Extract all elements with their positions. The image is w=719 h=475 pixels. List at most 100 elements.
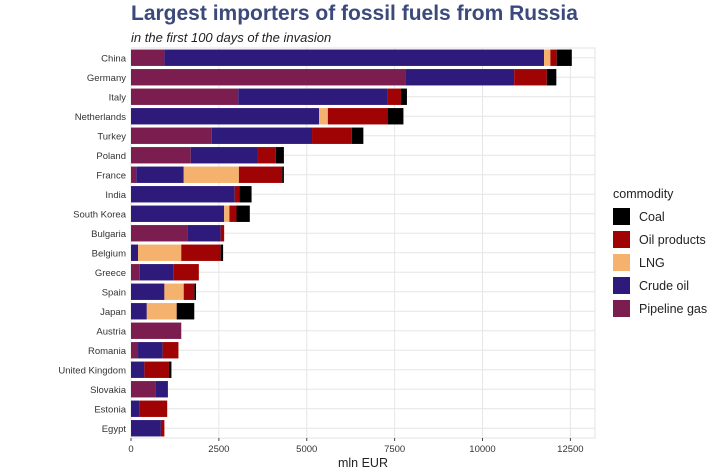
bar-segment-crude-oil <box>131 361 145 378</box>
bar-segment-pipeline-gas <box>131 69 406 86</box>
y-tick-label: Egypt <box>102 424 127 435</box>
bar-segment-oil-products <box>139 400 168 417</box>
bar-segment-crude-oil <box>131 244 139 261</box>
y-tick-label: Bulgaria <box>91 229 127 240</box>
bar-segment-oil-products <box>162 342 179 359</box>
bar-segment-pipeline-gas <box>131 147 191 164</box>
bar-segment-crude-oil <box>131 205 225 222</box>
legend-label: LNG <box>639 255 665 270</box>
legend-swatch <box>613 254 630 271</box>
bar-segment-crude-oil <box>164 49 545 66</box>
bar-segment-crude-oil <box>211 127 313 144</box>
bar-segment-oil-products <box>312 127 352 144</box>
bar-segment-crude-oil <box>138 342 163 359</box>
bar-segment-lng <box>183 166 239 183</box>
bar-segment-lng <box>319 108 328 125</box>
y-tick-label: France <box>96 170 126 181</box>
x-tick-label: 12500 <box>557 444 583 455</box>
bar-segment-pipeline-gas <box>131 127 212 144</box>
legend-item: Oil products <box>613 228 707 251</box>
bar-segment-crude-oil <box>131 186 235 203</box>
legend: commodity Coal Oil products LNG Crude oil Pi… <box>613 187 707 320</box>
bar-segment-coal <box>546 69 557 86</box>
bar-segment-crude-oil <box>136 166 184 183</box>
bar-segment-coal <box>194 283 197 300</box>
y-tick-label: India <box>105 190 126 201</box>
bar-segment-crude-oil <box>139 264 174 281</box>
y-tick-label: Belgium <box>92 248 126 259</box>
legend-label: Coal <box>639 209 665 224</box>
y-tick-label: Italy <box>109 92 127 103</box>
bar-segment-coal <box>239 186 252 203</box>
bar-segment-oil-products <box>183 283 195 300</box>
legend-label: Pipeline gas <box>639 301 708 316</box>
bar-segment-oil-products <box>144 361 169 378</box>
y-tick-label: China <box>101 53 127 64</box>
bar-segment-pipeline-gas <box>131 322 182 339</box>
legend-swatch <box>613 231 630 248</box>
bar-segment-crude-oil <box>190 147 258 164</box>
y-tick-label: Estonia <box>94 404 126 415</box>
y-tick-label: Spain <box>102 287 126 298</box>
legend-swatch <box>613 208 630 225</box>
y-tick-label: Netherlands <box>75 112 126 123</box>
bar-segment-lng <box>544 49 551 66</box>
y-tick-label: Germany <box>87 73 126 84</box>
bar-segment-crude-oil <box>131 420 161 437</box>
bar-segment-crude-oil <box>187 225 221 242</box>
bar-segment-crude-oil <box>155 381 168 398</box>
bar-segment-coal <box>387 108 404 125</box>
bar-segment-crude-oil <box>405 69 515 86</box>
bar-segment-coal <box>220 244 224 261</box>
bar-segment-oil-products <box>173 264 199 281</box>
x-tick-label: 5000 <box>296 444 317 455</box>
bar-segment-coal <box>282 166 284 183</box>
bar-segment-crude-oil <box>131 108 320 125</box>
bar-segment-coal <box>236 205 250 222</box>
legend-label: Oil products <box>639 232 706 247</box>
legend-item: Crude oil <box>613 274 707 297</box>
x-tick-label: 7500 <box>384 444 405 455</box>
legend-item: LNG <box>613 251 707 274</box>
legend-item: Pipeline gas <box>613 297 707 320</box>
y-tick-label: Romania <box>88 346 127 357</box>
bar-segment-pipeline-gas <box>131 342 139 359</box>
y-axis: China Germany Italy Netherlands Turkey Poland… <box>58 53 126 435</box>
bar-segment-lng <box>146 303 177 320</box>
y-tick-label: Japan <box>100 307 126 318</box>
bar-segment-crude-oil <box>131 283 165 300</box>
x-axis: 0 2500 5000 7500 10000 12500 <box>128 438 584 455</box>
legend-label: Crude oil <box>639 278 690 293</box>
bar-segment-coal <box>176 303 195 320</box>
plot-panel <box>130 47 596 439</box>
bar-segment-oil-products <box>181 244 221 261</box>
bar-segment-lng <box>224 205 230 222</box>
bar-segment-coal <box>400 88 407 105</box>
y-tick-label: United Kingdom <box>58 365 126 376</box>
bar-segment-pipeline-gas <box>131 225 188 242</box>
bar-segment-pipeline-gas <box>131 381 156 398</box>
bar-segment-oil-products <box>234 186 240 203</box>
y-tick-label: Poland <box>96 151 126 162</box>
bar-segment-oil-products <box>257 147 276 164</box>
y-tick-label: Turkey <box>97 131 126 142</box>
y-tick-label: South Korea <box>73 209 127 220</box>
bar-segment-oil-products <box>327 108 388 125</box>
bar-segment-crude-oil <box>131 303 147 320</box>
x-tick-label: 10000 <box>469 444 495 455</box>
bar-segment-oil-products <box>238 166 283 183</box>
bar-segment-coal <box>168 361 172 378</box>
x-tick-label: 0 <box>128 444 133 455</box>
bar-segment-pipeline-gas <box>131 88 239 105</box>
x-tick-label: 2500 <box>208 444 229 455</box>
bar-segment-oil-products <box>229 205 237 222</box>
bar-segment-lng <box>138 244 182 261</box>
bar-segment-coal <box>275 147 284 164</box>
legend-items: Coal Oil products LNG Crude oil Pipeline gas <box>613 205 707 320</box>
y-tick-label: Austria <box>96 326 126 337</box>
bar-segment-oil-products <box>514 69 547 86</box>
bar-segment-pipeline-gas <box>131 264 140 281</box>
x-axis-label: mln EUR <box>338 456 388 470</box>
bar-segment-crude-oil <box>131 400 140 417</box>
